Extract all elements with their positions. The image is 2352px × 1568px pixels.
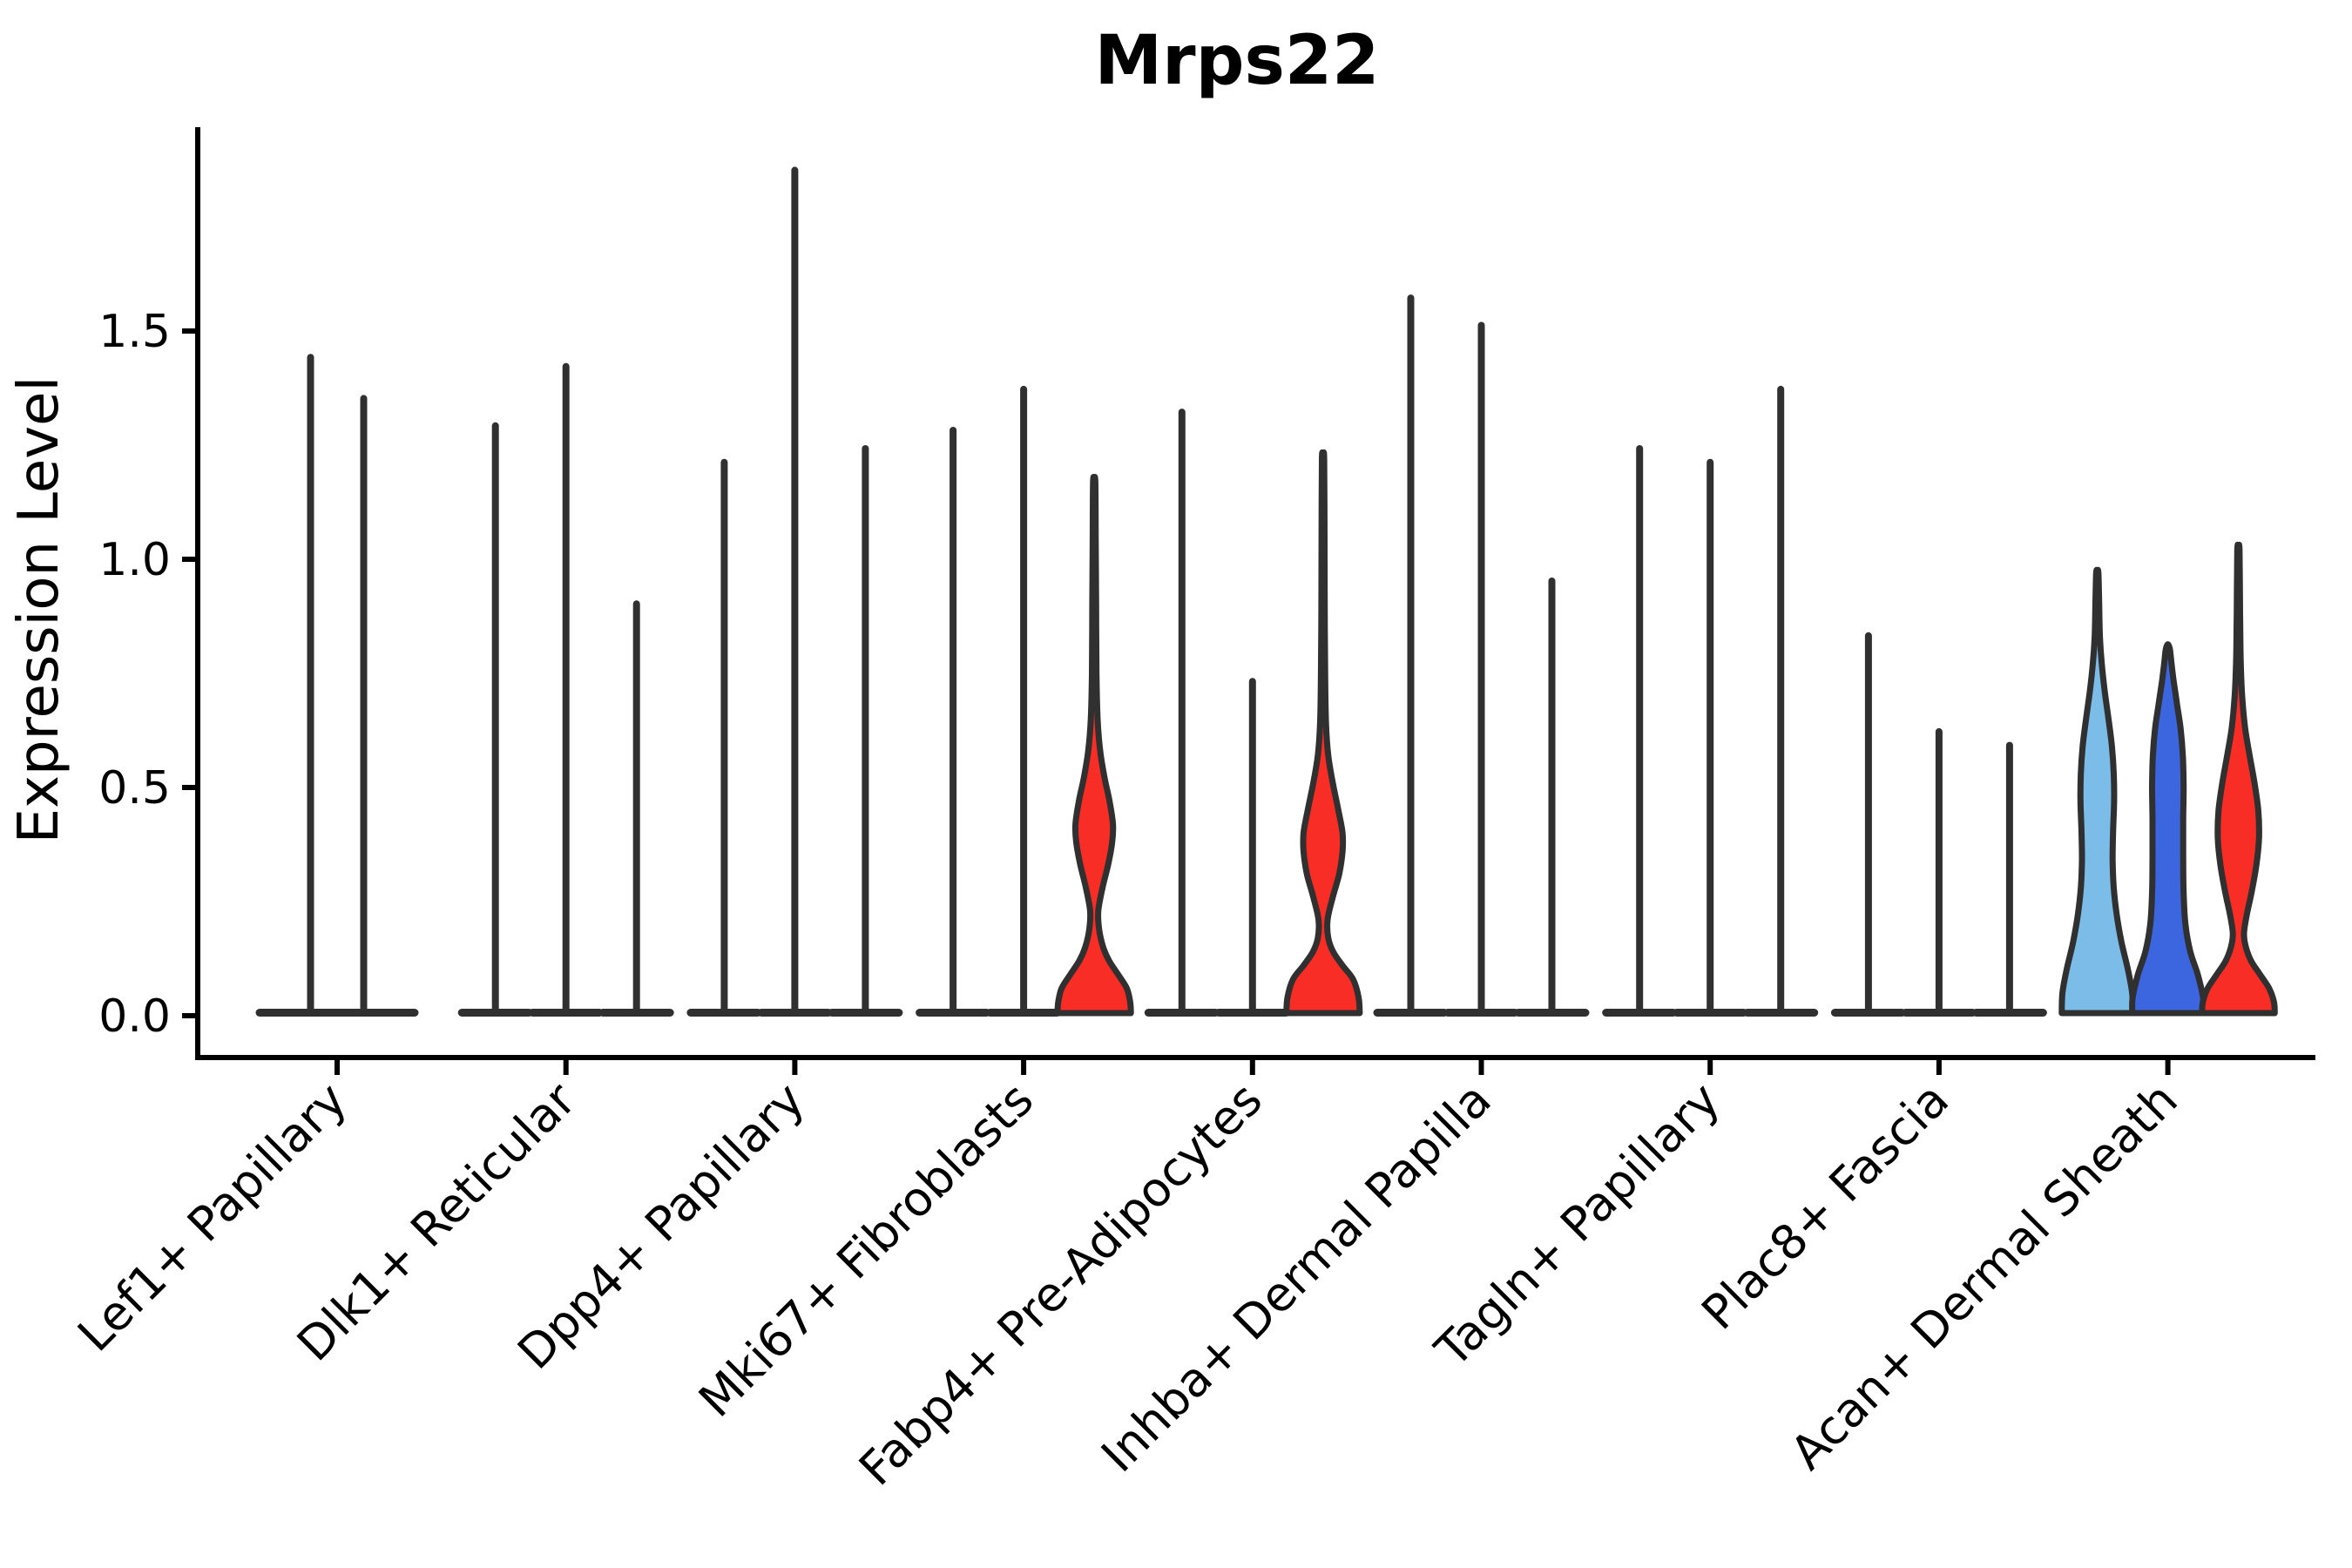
violin-glyphs [255,166,2278,1017]
y-tick-label: 1.5 [98,306,171,358]
violin-body-light_blue [2058,566,2136,1017]
x-category-label: Fabp4+ Pre-Adipocytes [848,1072,1273,1497]
violin-body-red [2199,541,2278,1017]
x-category-label: Acan+ Dermal Sheath [1780,1072,2187,1480]
y-axis-label: Expression Level [7,376,71,844]
x-category-label: Inhba+ Dermal Papilla [1091,1072,1501,1483]
violin-body-red [1054,474,1134,1017]
x-category-label: Plac8+ Fascia [1691,1072,1959,1341]
x-axis-ticks [335,1058,2171,1075]
y-axis-ticks: 0.0 0.5 1.0 1.5 [98,306,198,1043]
chart-title: Mrps22 [1095,22,1380,100]
violin-body-red [1283,449,1363,1017]
y-tick-label: 0.5 [98,762,171,814]
violin-body-dark_blue [2129,641,2207,1017]
y-tick-label: 0.0 [98,990,171,1043]
y-tick-label: 1.0 [98,534,171,586]
